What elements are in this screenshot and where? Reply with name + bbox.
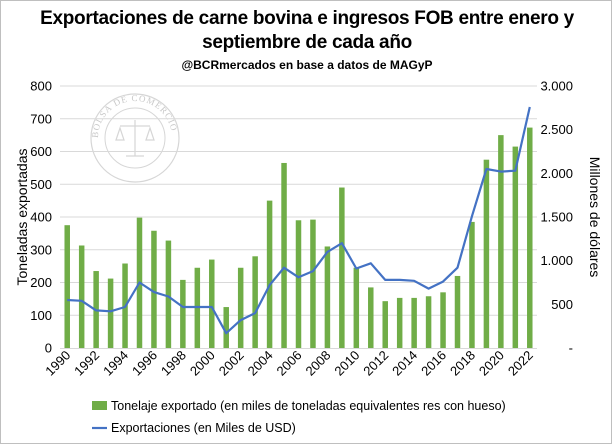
left-tick-label: 600 bbox=[30, 144, 52, 159]
bar-2009 bbox=[339, 187, 345, 348]
bar-2014 bbox=[411, 297, 417, 348]
left-axis-ticks: 0 100 200 300 400 500 600 700 800 bbox=[30, 79, 52, 356]
bar-2008 bbox=[324, 246, 331, 348]
left-tick-label: 200 bbox=[30, 275, 52, 290]
chart-title-line-2: septiembre de cada año bbox=[202, 32, 412, 53]
line-exportaciones bbox=[67, 106, 531, 335]
bar-2013 bbox=[396, 297, 403, 348]
left-tick-label: 800 bbox=[30, 79, 52, 94]
legend-bar-swatch bbox=[92, 401, 107, 410]
bar-1993 bbox=[107, 278, 114, 348]
bar-2005 bbox=[281, 162, 287, 348]
x-tick-label: 2008 bbox=[302, 348, 333, 379]
bar-2017 bbox=[454, 275, 461, 348]
right-axis-title: Millones de dólares bbox=[587, 157, 603, 278]
x-tick-label: 2012 bbox=[360, 348, 391, 379]
legend-bar-label: Tonelaje exportado (en miles de tonelada… bbox=[111, 399, 506, 413]
seal-text: BOLSA DE COMERCIO DE ROSARIO bbox=[0, 0, 180, 138]
left-tick-label: 500 bbox=[30, 177, 52, 192]
x-tick-label: 1998 bbox=[158, 348, 189, 379]
bar-2000 bbox=[209, 259, 215, 348]
x-tick-label: 2020 bbox=[476, 348, 507, 379]
chart-title-line-1: Exportaciones de carne bovina e ingresos… bbox=[40, 8, 574, 29]
x-tick-label: 2010 bbox=[331, 348, 362, 379]
x-tick-label: 2000 bbox=[187, 348, 218, 379]
x-tick-label: 1996 bbox=[129, 348, 160, 379]
bar-2002 bbox=[237, 267, 244, 348]
chart-subtitle: @BCRmercados en base a datos de MAGyP bbox=[181, 58, 433, 72]
left-tick-label: 0 bbox=[45, 341, 52, 356]
bar-2011 bbox=[368, 287, 374, 348]
bar-1998 bbox=[180, 279, 186, 348]
bar-2016 bbox=[440, 292, 446, 348]
legend: Tonelaje exportado (en miles de tonelada… bbox=[92, 399, 506, 435]
seal-outer-ring bbox=[90, 93, 180, 183]
bar-2019 bbox=[483, 159, 490, 348]
bar-2003 bbox=[252, 256, 258, 348]
bar-1996 bbox=[151, 230, 157, 348]
right-axis-ticks: - 500 1.000 1.500 2.000 2.500 3.000 bbox=[540, 79, 573, 356]
bar-2001 bbox=[223, 307, 229, 348]
x-tick-label: 2014 bbox=[389, 348, 420, 379]
right-tick-label: 500 bbox=[551, 297, 573, 312]
line-series bbox=[67, 106, 531, 335]
x-tick-label: 1992 bbox=[71, 348, 102, 379]
seal-scales-icon bbox=[115, 120, 155, 157]
x-tick-label: 2004 bbox=[245, 348, 276, 379]
bar-2010 bbox=[353, 267, 360, 348]
x-tick-label: 2018 bbox=[447, 348, 478, 379]
bar-2015 bbox=[425, 296, 432, 348]
legend-line-label: Exportaciones (en Miles de USD) bbox=[111, 421, 296, 435]
left-axis-title: Toneladas exportadas bbox=[14, 149, 30, 286]
left-tick-label: 100 bbox=[30, 308, 52, 323]
bar-2012 bbox=[382, 301, 388, 348]
bar-2018 bbox=[469, 221, 475, 348]
x-tick-label: 2016 bbox=[418, 348, 449, 379]
x-tick-label: 2022 bbox=[505, 348, 536, 379]
right-tick-label: 1.500 bbox=[540, 210, 573, 225]
bar-2004 bbox=[266, 200, 273, 348]
right-tick-label: 2.000 bbox=[540, 166, 573, 181]
right-tick-label: 2.500 bbox=[540, 122, 573, 137]
left-tick-label: 300 bbox=[30, 242, 52, 257]
bar-2021 bbox=[512, 146, 519, 348]
right-tick-label: - bbox=[569, 341, 573, 356]
bar-1991 bbox=[78, 245, 85, 348]
x-tick-label: 2006 bbox=[274, 348, 305, 379]
bar-1997 bbox=[165, 240, 172, 348]
x-axis-ticks: 1990199219941996199820002002200420062008… bbox=[42, 348, 536, 379]
right-tick-label: 3.000 bbox=[540, 79, 573, 94]
bar-2020 bbox=[498, 135, 504, 348]
bar-1990 bbox=[64, 225, 70, 348]
x-tick-label: 1994 bbox=[100, 348, 131, 379]
left-tick-label: 400 bbox=[30, 210, 52, 225]
bar-2007 bbox=[310, 219, 316, 348]
bar-2006 bbox=[295, 220, 302, 348]
seal-inner-ring bbox=[104, 107, 166, 169]
x-tick-label: 2002 bbox=[216, 348, 247, 379]
left-tick-label: 700 bbox=[30, 111, 52, 126]
bar-2022 bbox=[527, 127, 533, 348]
right-tick-label: 1.000 bbox=[540, 253, 573, 268]
